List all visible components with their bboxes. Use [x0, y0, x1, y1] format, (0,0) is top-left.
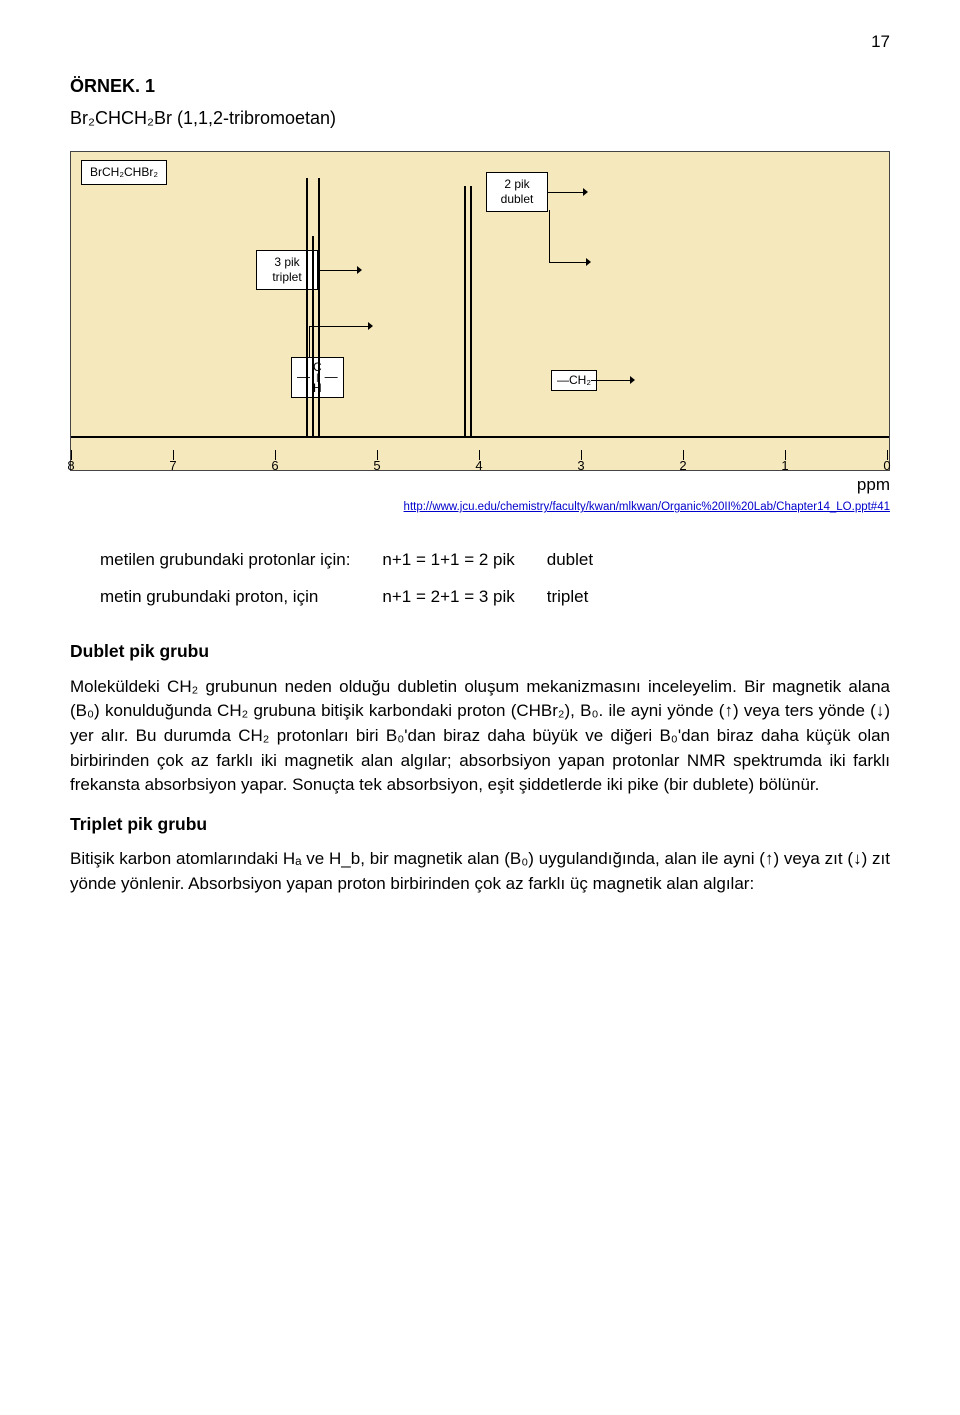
peak — [464, 186, 466, 436]
dublet-arrow-v — [549, 210, 550, 262]
formula-box: BrCH₂CHBr₂ — [81, 160, 167, 185]
ppm-label: ppm — [70, 473, 890, 498]
row-type: dublet — [547, 542, 625, 579]
triplet-arrow-head — [357, 266, 362, 274]
axis-tick-label: 5 — [373, 457, 380, 476]
dublet-line1: 2 pik — [495, 177, 539, 192]
section-heading-triplet: Triplet pik grubu — [70, 812, 890, 837]
section-body-dublet: Moleküldeki CH₂ grubunun neden olduğu du… — [70, 675, 890, 798]
triplet-line1: 3 pik — [265, 255, 309, 270]
dublet-arrow — [548, 192, 584, 193]
ch-arrow-up — [309, 326, 310, 357]
dublet-arrow2-head — [586, 258, 591, 266]
axis-tick-label: 0 — [883, 457, 890, 476]
peak — [306, 178, 308, 436]
table-row: metin grubundaki proton, için n+1 = 2+1 … — [100, 579, 625, 616]
axis-tick-label: 6 — [271, 457, 278, 476]
row-type: triplet — [547, 579, 625, 616]
axis-tick-label: 1 — [781, 457, 788, 476]
dash-l-icon: — — [557, 373, 569, 387]
axis-tick-label: 7 — [169, 457, 176, 476]
peak — [318, 178, 320, 436]
dublet-arrow-head — [583, 188, 588, 196]
ch2-label: CH₂ — [569, 373, 591, 387]
dublet-line2: dublet — [495, 192, 539, 207]
table-row: metilen grubundaki protonlar için: n+1 =… — [100, 542, 625, 579]
axis-tick-label: 2 — [679, 457, 686, 476]
triplet-arrow — [318, 270, 358, 271]
compound-name: Br₂CHCH₂Br (1,1,2-tribromoetan) — [70, 105, 890, 131]
source-url[interactable]: http://www.jcu.edu/chemistry/faculty/kwa… — [404, 501, 890, 513]
source-link: http://www.jcu.edu/chemistry/faculty/kwa… — [70, 499, 890, 516]
triplet-line2: triplet — [265, 270, 309, 285]
page-number: 17 — [70, 30, 890, 55]
dublet-arrow2 — [549, 262, 587, 263]
dash-icon-r: — — [325, 369, 338, 385]
x-axis: 876543210 — [71, 448, 889, 470]
axis-tick-label: 3 — [577, 457, 584, 476]
ch2-arrow-head — [630, 376, 635, 384]
row-label: metilen grubundaki protonlar için: — [100, 542, 382, 579]
axis-tick-label: 8 — [67, 457, 74, 476]
row-label: metin grubundaki proton, için — [100, 579, 382, 616]
section-heading-dublet: Dublet pik grubu — [70, 639, 890, 664]
axis-tick-label: 4 — [475, 457, 482, 476]
ch2-arrow — [591, 380, 631, 381]
section-body-triplet: Bitişik karbon atomlarındaki Hₐ ve H_b, … — [70, 847, 890, 896]
peak — [470, 186, 472, 436]
baseline — [71, 436, 889, 438]
peak — [312, 236, 314, 436]
example-heading: ÖRNEK. 1 — [70, 73, 890, 99]
row-eq: n+1 = 1+1 = 2 pik — [382, 542, 546, 579]
dublet-annotation: 2 pik dublet — [486, 172, 548, 212]
dash-icon: — — [297, 369, 310, 385]
ch-arrow-head — [368, 322, 373, 330]
triplet-annotation: 3 pik triplet — [256, 250, 318, 290]
row-eq: n+1 = 2+1 = 3 pik — [382, 579, 546, 616]
nmr-spectrum: BrCH₂CHBr₂ 2 pik dublet 3 pik triplet — … — [70, 151, 890, 471]
proton-equation-table: metilen grubundaki protonlar için: n+1 =… — [100, 542, 625, 615]
